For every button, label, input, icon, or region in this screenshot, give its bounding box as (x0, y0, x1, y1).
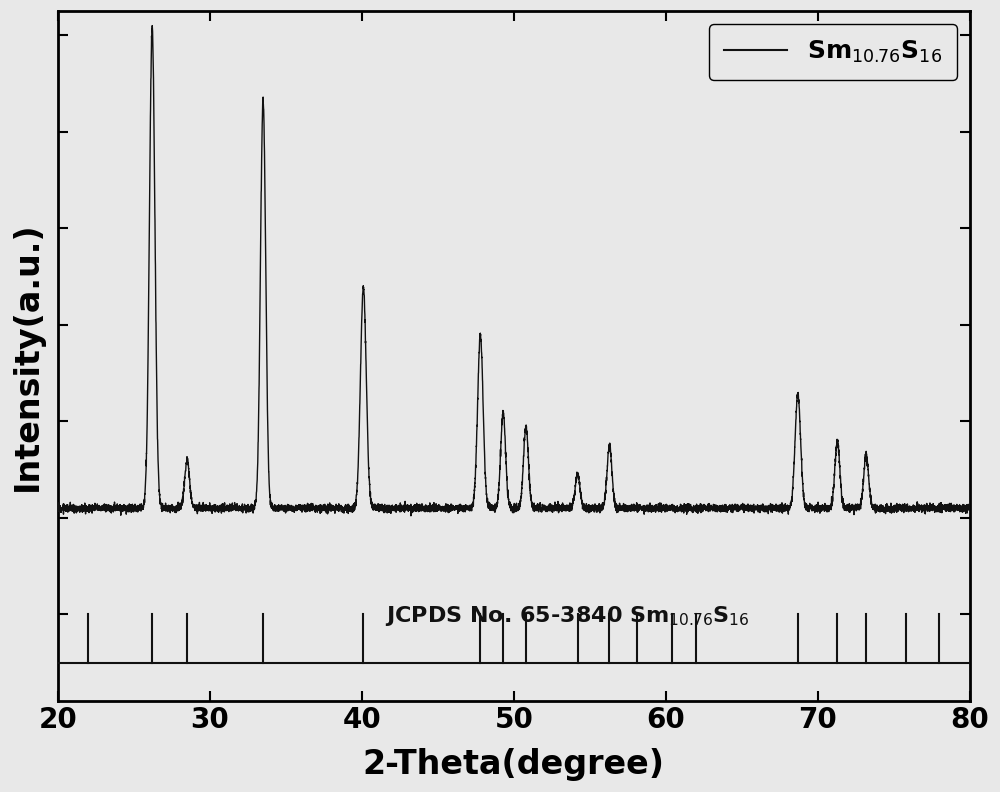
Legend: Sm$_{10.76}$S$_{16}$: Sm$_{10.76}$S$_{16}$ (709, 24, 957, 80)
Text: JCPDS No. 65-3840 Sm$_{10.76}$S$_{16}$: JCPDS No. 65-3840 Sm$_{10.76}$S$_{16}$ (385, 604, 749, 627)
X-axis label: 2-Theta(degree): 2-Theta(degree) (363, 748, 665, 781)
Y-axis label: Intensity(a.u.): Intensity(a.u.) (11, 221, 44, 491)
